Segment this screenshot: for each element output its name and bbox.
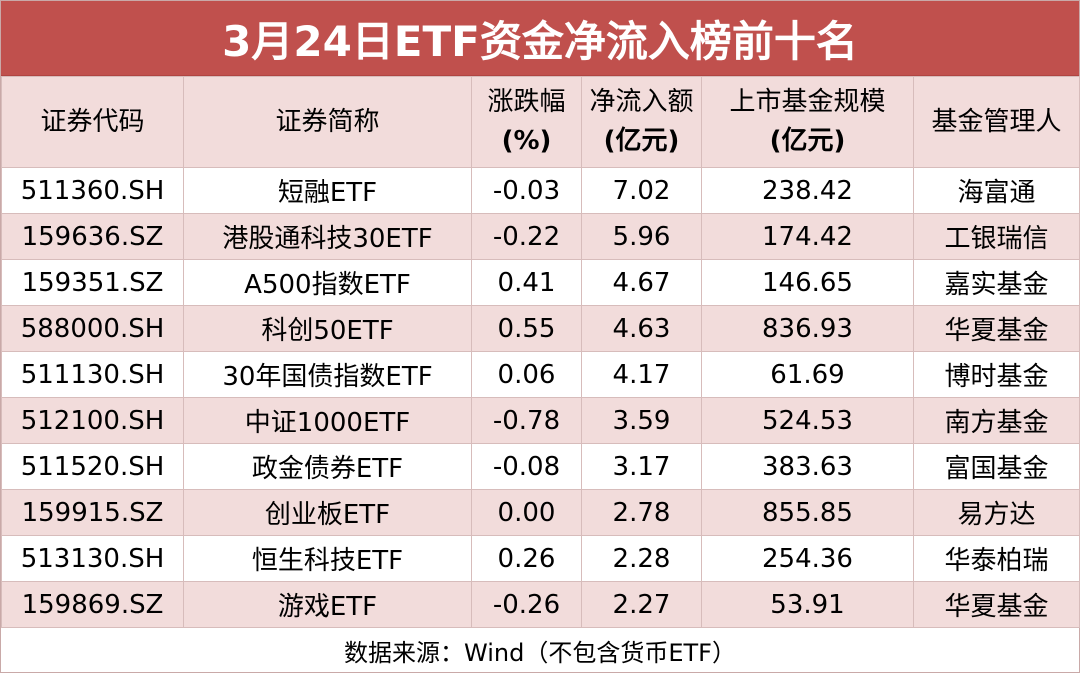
column-header-label: 基金管理人 bbox=[931, 106, 1062, 137]
change-pct-cell: -0.08 bbox=[471, 443, 582, 490]
security-name-cell: 游戏ETF bbox=[183, 581, 472, 628]
column-header-label: 涨跌幅 bbox=[487, 87, 566, 117]
table-row: 511130.SH 30年国债指数ETF 0.06 4.17 61.69 博时基金 bbox=[1, 351, 1080, 398]
net-inflow-cell: 2.27 bbox=[581, 581, 702, 628]
fund-manager-cell: 华夏基金 bbox=[913, 305, 1080, 352]
security-code-cell: 513130.SH bbox=[1, 535, 184, 582]
fund-manager-cell: 富国基金 bbox=[913, 443, 1080, 490]
security-name-cell: 恒生科技ETF bbox=[183, 535, 472, 582]
net-inflow-cell: 5.96 bbox=[581, 213, 702, 260]
fund-size-cell: 174.42 bbox=[701, 213, 914, 260]
fund-manager-cell: 工银瑞信 bbox=[913, 213, 1080, 260]
change-pct-cell: -0.78 bbox=[471, 397, 582, 444]
column-header-label: 上市基金规模 bbox=[729, 87, 886, 117]
fund-manager-cell: 华夏基金 bbox=[913, 581, 1080, 628]
change-pct-cell: -0.22 bbox=[471, 213, 582, 260]
table-row: 159915.SZ 创业板ETF 0.00 2.78 855.85 易方达 bbox=[1, 489, 1080, 536]
fund-size-cell: 53.91 bbox=[701, 581, 914, 628]
change-pct-cell: -0.26 bbox=[471, 581, 582, 628]
table-row: 512100.SH 中证1000ETF -0.78 3.59 524.53 南方基金 bbox=[1, 397, 1080, 444]
fund-size-cell: 855.85 bbox=[701, 489, 914, 536]
fund-manager-cell: 易方达 bbox=[913, 489, 1080, 536]
security-name-cell: A500指数ETF bbox=[183, 259, 472, 306]
security-code-cell: 159915.SZ bbox=[1, 489, 184, 536]
page-title: 3月24日ETF资金净流入榜前十名 bbox=[1, 1, 1079, 76]
fund-size-cell: 146.65 bbox=[701, 259, 914, 306]
table-header-row: 证券代码 证券简称 涨跌幅 (%) 净流入额 (亿元) 上市基金规模 (亿元) 基金管理人 bbox=[1, 76, 1080, 168]
security-name-cell: 政金债券ETF bbox=[183, 443, 472, 490]
data-source-note: 数据来源：Wind（不包含货币ETF） bbox=[344, 638, 736, 667]
change-pct-cell: 0.26 bbox=[471, 535, 582, 582]
column-header-unit: (亿元) bbox=[603, 126, 680, 156]
table-row: 513130.SH 恒生科技ETF 0.26 2.28 254.36 华泰柏瑞 bbox=[1, 535, 1080, 582]
column-header: 基金管理人 bbox=[913, 76, 1080, 168]
column-header: 净流入额 (亿元) bbox=[581, 76, 702, 168]
table-row: 159636.SZ 港股通科技30ETF -0.22 5.96 174.42 工银瑞信 bbox=[1, 213, 1080, 260]
security-code-cell: 159869.SZ bbox=[1, 581, 184, 628]
column-header-label: 证券简称 bbox=[275, 106, 380, 137]
security-code-cell: 588000.SH bbox=[1, 305, 184, 352]
net-inflow-cell: 4.63 bbox=[581, 305, 702, 352]
fund-manager-cell: 海富通 bbox=[913, 167, 1080, 214]
fund-manager-cell: 南方基金 bbox=[913, 397, 1080, 444]
column-header-label: 净流入额 bbox=[589, 87, 694, 117]
change-pct-cell: 0.00 bbox=[471, 489, 582, 536]
security-name-cell: 科创50ETF bbox=[183, 305, 472, 352]
fund-size-cell: 238.42 bbox=[701, 167, 914, 214]
column-header: 涨跌幅 (%) bbox=[471, 76, 582, 168]
net-inflow-cell: 3.17 bbox=[581, 443, 702, 490]
fund-size-cell: 254.36 bbox=[701, 535, 914, 582]
security-code-cell: 511360.SH bbox=[1, 167, 184, 214]
column-header: 证券代码 bbox=[1, 76, 184, 168]
fund-manager-cell: 华泰柏瑞 bbox=[913, 535, 1080, 582]
security-code-cell: 159351.SZ bbox=[1, 259, 184, 306]
table-row: 588000.SH 科创50ETF 0.55 4.63 836.93 华夏基金 bbox=[1, 305, 1080, 352]
security-name-cell: 30年国债指数ETF bbox=[183, 351, 472, 398]
fund-size-cell: 383.63 bbox=[701, 443, 914, 490]
fund-manager-cell: 博时基金 bbox=[913, 351, 1080, 398]
change-pct-cell: -0.03 bbox=[471, 167, 582, 214]
etf-inflow-table: 证券代码 证券简称 涨跌幅 (%) 净流入额 (亿元) 上市基金规模 (亿元) 基金管理人 51… bbox=[1, 76, 1080, 628]
net-inflow-cell: 2.28 bbox=[581, 535, 702, 582]
column-header-unit: (亿元) bbox=[769, 126, 846, 156]
security-name-cell: 创业板ETF bbox=[183, 489, 472, 536]
security-code-cell: 512100.SH bbox=[1, 397, 184, 444]
net-inflow-cell: 4.67 bbox=[581, 259, 702, 306]
net-inflow-cell: 2.78 bbox=[581, 489, 702, 536]
column-header-label: 证券代码 bbox=[40, 106, 145, 137]
column-header-unit: (%) bbox=[501, 126, 552, 156]
change-pct-cell: 0.41 bbox=[471, 259, 582, 306]
table-row: 159869.SZ 游戏ETF -0.26 2.27 53.91 华夏基金 bbox=[1, 581, 1080, 628]
change-pct-cell: 0.55 bbox=[471, 305, 582, 352]
fund-manager-cell: 嘉实基金 bbox=[913, 259, 1080, 306]
net-inflow-cell: 3.59 bbox=[581, 397, 702, 444]
change-pct-cell: 0.06 bbox=[471, 351, 582, 398]
table-row: 511360.SH 短融ETF -0.03 7.02 238.42 海富通 bbox=[1, 167, 1080, 214]
column-header: 证券简称 bbox=[183, 76, 472, 168]
security-code-cell: 511520.SH bbox=[1, 443, 184, 490]
security-code-cell: 511130.SH bbox=[1, 351, 184, 398]
security-name-cell: 中证1000ETF bbox=[183, 397, 472, 444]
column-header: 上市基金规模 (亿元) bbox=[701, 76, 914, 168]
table-row: 511520.SH 政金债券ETF -0.08 3.17 383.63 富国基金 bbox=[1, 443, 1080, 490]
net-inflow-cell: 4.17 bbox=[581, 351, 702, 398]
fund-size-cell: 61.69 bbox=[701, 351, 914, 398]
fund-size-cell: 524.53 bbox=[701, 397, 914, 444]
net-inflow-cell: 7.02 bbox=[581, 167, 702, 214]
security-name-cell: 短融ETF bbox=[183, 167, 472, 214]
table-row: 159351.SZ A500指数ETF 0.41 4.67 146.65 嘉实基金 bbox=[1, 259, 1080, 306]
fund-size-cell: 836.93 bbox=[701, 305, 914, 352]
security-name-cell: 港股通科技30ETF bbox=[183, 213, 472, 260]
security-code-cell: 159636.SZ bbox=[1, 213, 184, 260]
